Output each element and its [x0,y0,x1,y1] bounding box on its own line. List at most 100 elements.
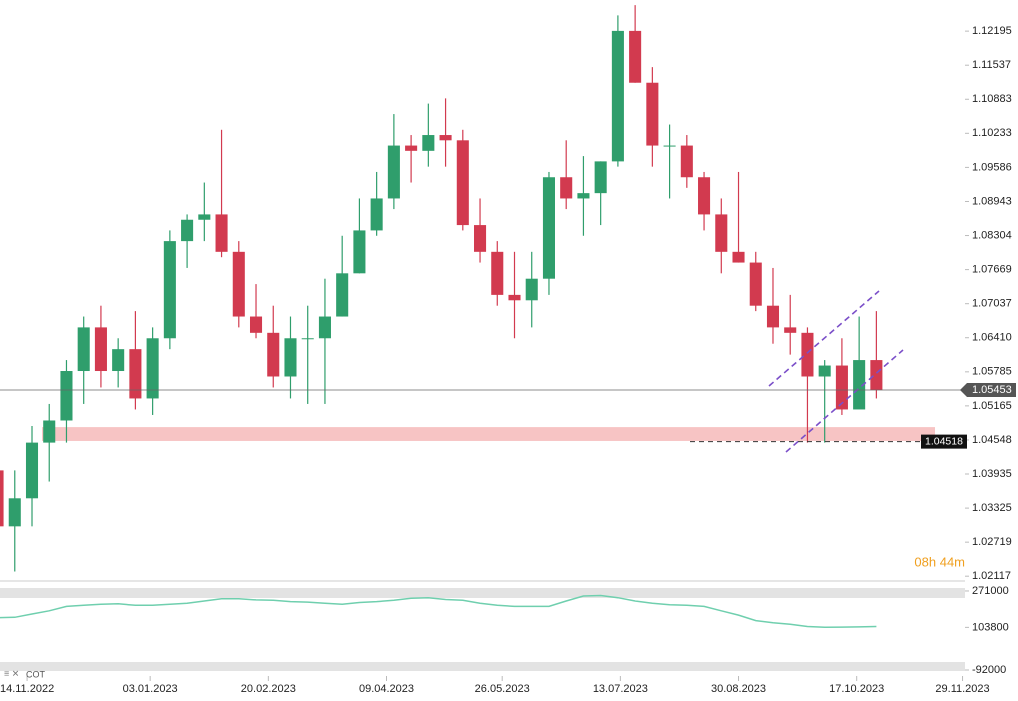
y-tick-label: 1.07669 [972,264,1012,276]
candle-body [77,327,90,372]
candle-body [0,470,4,527]
candle-body [646,82,659,146]
grid [26,30,969,681]
y-tick-label: 1.05785 [972,366,1012,378]
candle-body [508,294,521,301]
y-tick-label: 1.04548 [972,434,1012,446]
zone-layer [42,427,935,441]
candle-body [870,360,883,391]
x-tick-label: 26.05.2023 [475,683,530,695]
y-tick-label: 1.09586 [972,161,1012,173]
candle-body [732,251,745,263]
candle-body [198,214,211,220]
x-tick-label: 17.10.2023 [829,683,884,695]
candle-body [749,262,762,306]
candle-body [456,140,469,226]
y-tick-label: 1.11537 [972,59,1011,71]
candle-body [663,145,676,147]
y2-tick-label: -92000 [972,664,1006,676]
candle-body [611,30,624,162]
channel-line [785,349,904,453]
y-tick-label: 1.08304 [972,229,1012,241]
candle-body [853,360,866,410]
indicator-icons[interactable]: ≡ ✕ [4,668,19,678]
channel-line [768,290,880,387]
x-tick-label: 14.11.2022 [0,683,54,695]
candle-body [353,230,366,274]
candle-body [422,135,435,151]
candle-body [181,219,194,242]
candle-body [370,198,383,231]
candle-body [249,316,263,333]
candle-body [405,145,418,151]
candle-body [577,193,590,199]
candle-body [491,251,504,295]
candle-body [215,214,228,252]
candle-body [60,371,73,421]
candle-body [284,338,297,377]
indicator-band [0,588,965,598]
y2-tick-label: 103800 [972,621,1009,633]
candle-body [818,365,831,377]
x-tick-label: 03.01.2023 [123,683,178,695]
y2-tick-label: 271000 [972,585,1009,597]
candle-body [439,135,452,141]
candle-body [267,332,280,377]
candle-body [542,177,555,279]
y-tick-label: 1.10233 [972,127,1012,139]
support-zone [42,427,935,441]
indicator-band [0,662,965,671]
candle-body [301,338,314,340]
candle-body [801,332,814,377]
candle-body [835,365,848,410]
candle-body [163,241,176,339]
candle-body [112,349,125,372]
candle-body [474,225,487,252]
candle-body [232,251,245,317]
candle-body [387,145,400,199]
candles [0,5,883,572]
overlay: 1.05453 1.04518 [0,383,1016,449]
cot-line [0,594,877,629]
candle-body [525,278,538,301]
x-tick-label: 13.07.2023 [593,683,648,695]
level-label: 1.04518 [925,435,963,447]
candle-body [43,420,56,443]
candle-body [784,327,797,333]
level-box [921,434,967,449]
x-tick-label: 20.02.2023 [241,683,296,695]
y-tick-label: 1.02719 [972,536,1012,548]
y-tick-label: 1.06410 [972,332,1012,344]
candle-body [318,316,331,339]
x-tick-label: 09.04.2023 [359,683,414,695]
candle-body [715,214,728,252]
current-price-box [960,383,1016,398]
candle-body [129,349,142,399]
candle-body [680,145,693,178]
countdown: 08h 44m [914,554,965,569]
candle-body [336,273,349,317]
current-price-label: 1.05453 [972,384,1012,396]
y-tick-label: 1.07037 [972,298,1012,310]
x-tick-label: 29.11.2023 [935,683,989,695]
candle-body [8,498,21,527]
candle-body [560,177,573,199]
y-tick-label: 1.08943 [972,195,1012,207]
x-tick-label: 30.08.2023 [711,683,766,695]
candle-body [594,161,607,194]
candle-body [698,177,711,215]
candle-body [629,30,642,83]
y-tick-label: 1.02117 [972,570,1011,582]
y-tick-label: 1.03325 [972,502,1012,514]
candle-body [94,327,107,372]
y-tick-label: 1.05165 [972,400,1012,412]
candle-body [766,305,780,328]
y-tick-label: 1.12195 [972,25,1012,37]
y-tick-label: 1.10883 [972,93,1012,105]
y-tick-label: 1.03935 [972,468,1012,480]
candle-body [146,338,159,399]
candle-body [25,442,39,499]
